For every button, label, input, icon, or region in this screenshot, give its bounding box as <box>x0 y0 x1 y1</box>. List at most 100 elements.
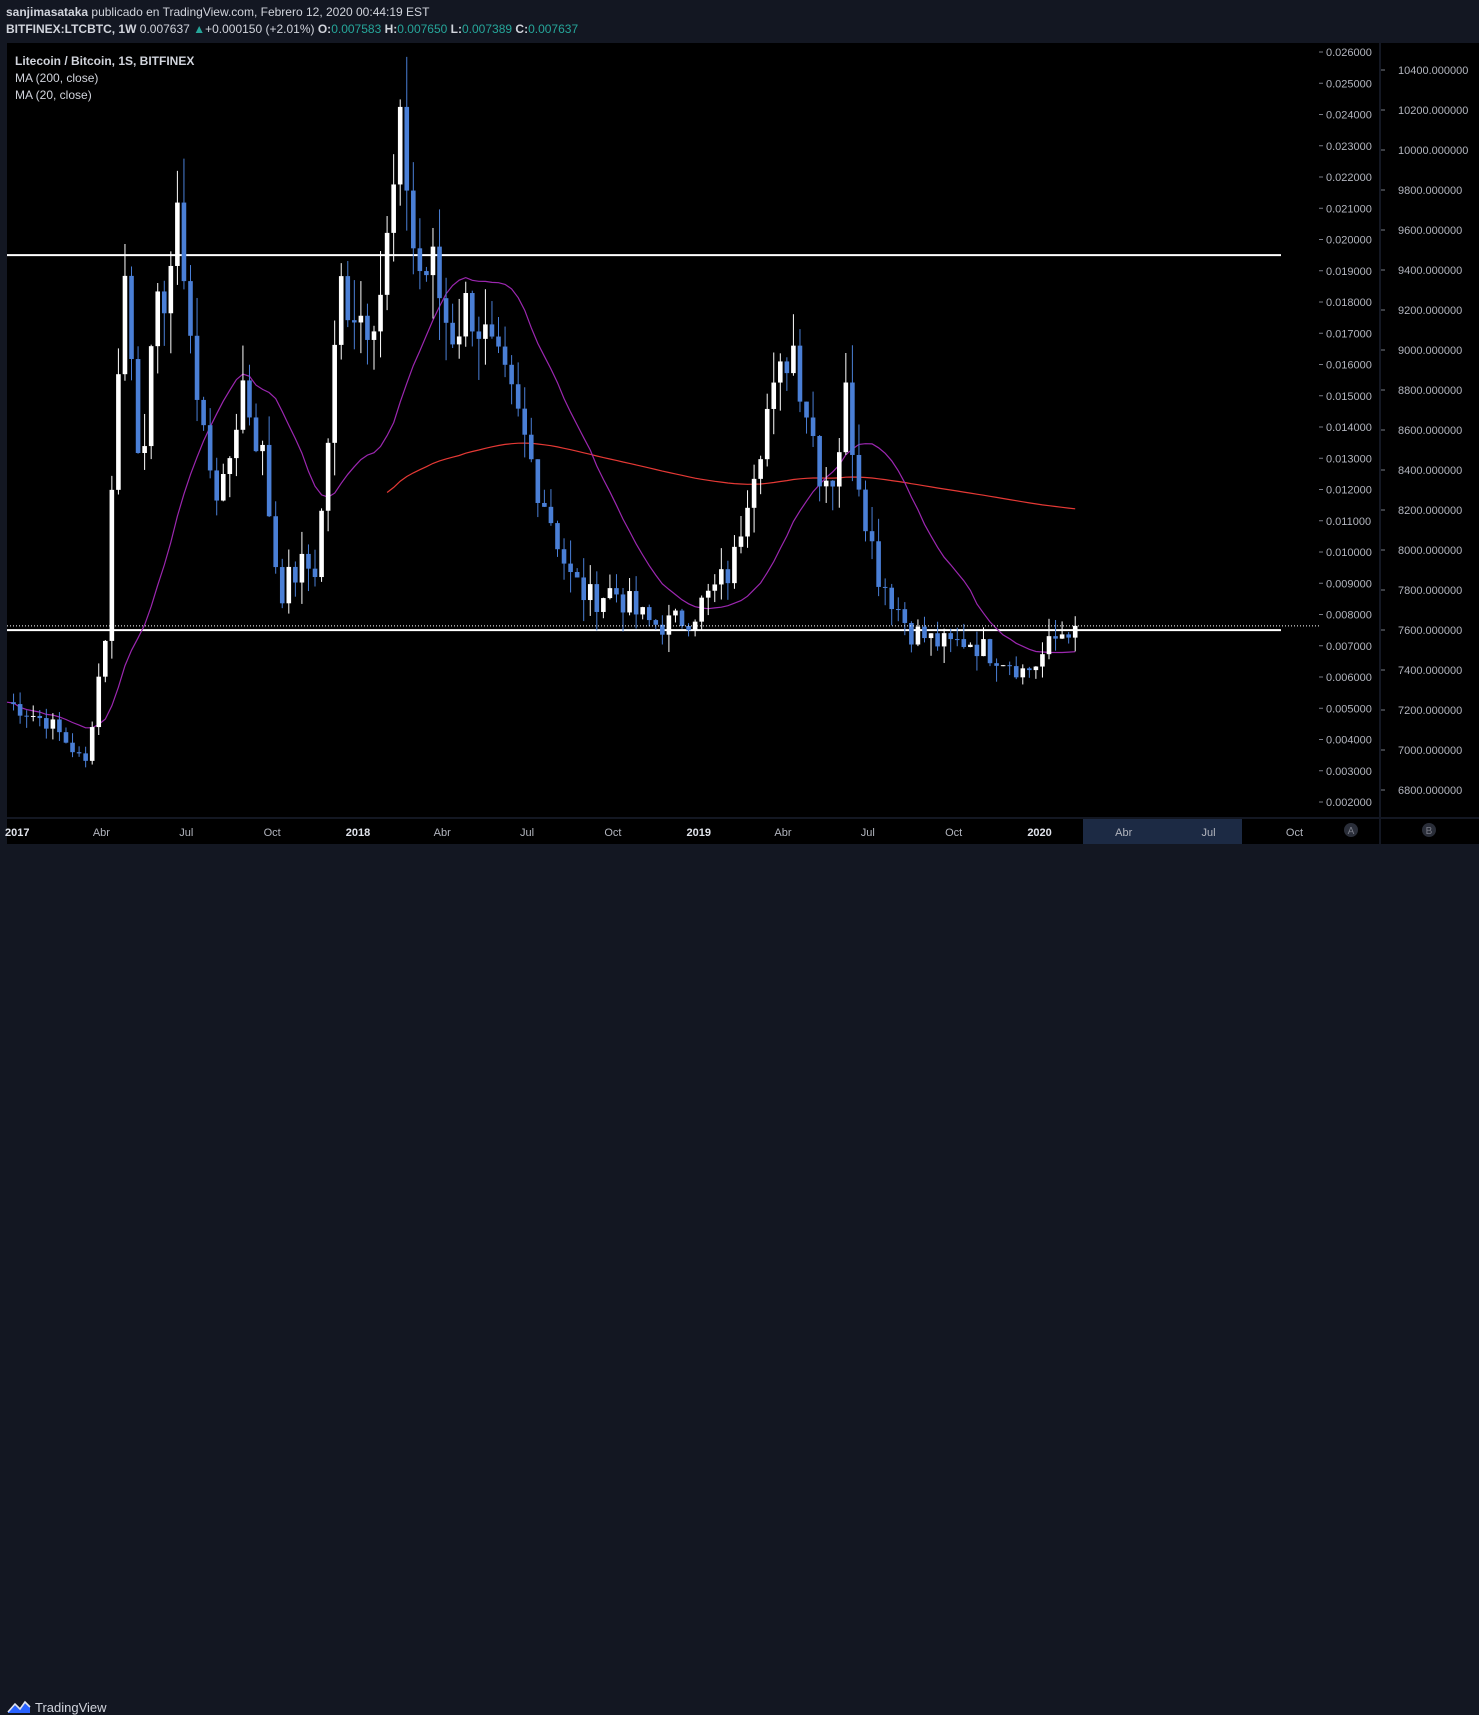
candle <box>705 583 711 616</box>
candle-body <box>234 429 239 459</box>
candle-body <box>581 577 586 601</box>
publisher-line: sanjimasataka publicado en TradingView.c… <box>6 5 429 19</box>
candle <box>319 508 324 582</box>
candle-body <box>587 584 593 601</box>
candle-body <box>312 568 318 578</box>
left-axis-label: 0.006000 <box>1326 672 1372 684</box>
candle <box>83 746 88 768</box>
candle <box>791 314 796 376</box>
candle <box>660 615 665 645</box>
candle <box>653 618 659 630</box>
candle <box>895 597 901 622</box>
right-axis-label: 9000.000000 <box>1398 345 1462 357</box>
left-axis-label: 0.020000 <box>1326 235 1372 247</box>
candle <box>994 658 999 682</box>
ma200-layer <box>386 442 1076 510</box>
candle-body <box>633 591 639 615</box>
candle-body <box>1066 634 1071 638</box>
legend-ma20[interactable]: MA (20, close) <box>15 88 92 102</box>
candle <box>365 303 370 365</box>
candle-body <box>358 315 364 323</box>
candle-body <box>784 361 790 374</box>
right-axis-label: 8000.000000 <box>1398 545 1462 557</box>
candle <box>266 416 272 518</box>
candle-body <box>175 202 180 266</box>
candle-body <box>483 324 488 339</box>
candle-body <box>889 587 895 610</box>
candle <box>299 531 305 604</box>
candle <box>201 396 206 431</box>
time-axis[interactable]: 2017 Abr Jul Oct 2018 Abr Jul Oct 2019 Abr Jul Oct 2… <box>5 819 1479 844</box>
candle <box>103 639 108 683</box>
candle <box>1053 620 1058 651</box>
candle-body <box>882 586 888 588</box>
candle-body <box>391 184 396 233</box>
candle <box>161 280 167 346</box>
publisher-user[interactable]: sanjimasataka <box>6 5 89 19</box>
candle-body <box>686 626 691 631</box>
ma200-line <box>386 442 1076 510</box>
candle-body <box>1040 654 1045 667</box>
left-price-axis[interactable]: 0.026000 0.025000 0.024000 0.023000 0.022000… <box>1319 43 1379 817</box>
candle <box>1066 631 1071 644</box>
right-axis-label: 7600.000000 <box>1398 625 1462 637</box>
candle <box>889 583 895 626</box>
candle-body <box>1072 625 1078 638</box>
candle <box>712 574 718 603</box>
candle-body <box>994 663 999 666</box>
low-value: 0.007389 <box>462 22 513 36</box>
candle <box>89 721 95 765</box>
candle <box>863 480 868 542</box>
price-chart[interactable]: 0.0076374d 19h 0.0260000.0250000.0240000… <box>0 0 1479 847</box>
candle <box>1046 618 1052 660</box>
candle-body <box>76 752 82 754</box>
candle-body <box>528 434 534 460</box>
legend-title[interactable]: Litecoin / Bitcoin, 1S, BITFINEX <box>15 54 195 68</box>
candle-body <box>843 382 849 453</box>
candle <box>954 627 960 647</box>
candle <box>751 464 757 533</box>
candle <box>378 251 383 358</box>
candle-body <box>443 298 449 323</box>
candle-body <box>902 609 908 624</box>
candle <box>273 501 278 574</box>
last-price-layer: 0.0076374d 19h <box>7 617 1378 652</box>
candle <box>771 352 777 435</box>
candle <box>732 535 737 589</box>
brand[interactable]: TradingView <box>7 1699 107 1715</box>
chart-legend: Litecoin / Bitcoin, 1S, BITFINEX MA (200… <box>15 53 194 104</box>
left-axis-label: 0.015000 <box>1326 391 1372 403</box>
candle <box>1033 666 1039 679</box>
up-triangle-icon: ▲ <box>193 22 206 36</box>
candle <box>797 329 803 413</box>
close-value: 0.007637 <box>528 22 579 36</box>
candle-body <box>568 563 573 573</box>
candle-body <box>279 567 285 604</box>
candle <box>1059 621 1065 639</box>
symbol-label[interactable]: BITFINEX:LTCBTC, 1W <box>6 22 137 36</box>
candle-body <box>50 719 56 729</box>
candle-body <box>214 470 220 501</box>
right-price-axis[interactable]: 10400.000000 10200.000000 10000.000000 9800… <box>1381 43 1479 817</box>
candle-body <box>129 275 134 360</box>
candle-body <box>1046 636 1052 655</box>
candle-body <box>1000 665 1006 667</box>
candle-body <box>155 291 161 347</box>
chart-area[interactable] <box>7 43 1319 817</box>
candle <box>574 568 580 578</box>
legend-ma200[interactable]: MA (200, close) <box>15 71 99 85</box>
left-axis-label: 0.003000 <box>1326 766 1372 778</box>
candle <box>673 608 678 623</box>
candle <box>594 571 600 631</box>
candle <box>470 290 475 347</box>
candle-body <box>679 610 685 627</box>
candle-body <box>450 322 455 345</box>
candle <box>175 170 180 285</box>
candle-body <box>836 452 842 487</box>
candle <box>555 520 560 557</box>
candle <box>142 413 147 470</box>
candle-body <box>345 276 351 321</box>
candle-body <box>1033 666 1039 671</box>
candle-body <box>712 584 718 591</box>
time-axis-label: Jul <box>1202 827 1216 839</box>
